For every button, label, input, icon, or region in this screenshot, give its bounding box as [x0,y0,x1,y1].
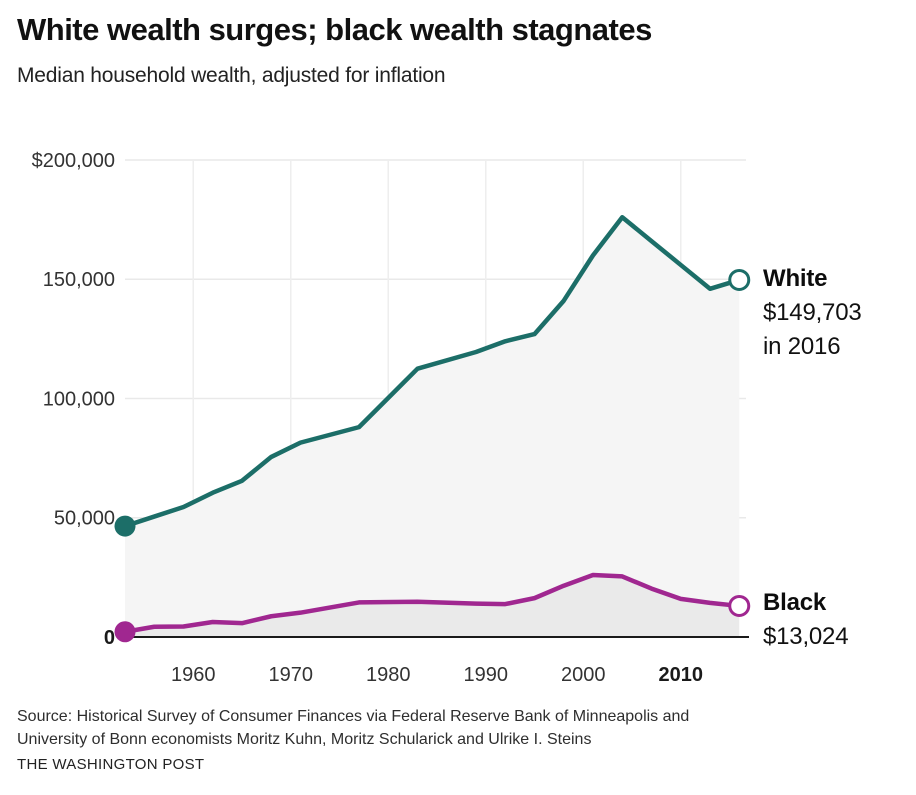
black-line [122,572,742,634]
black-series-annotation: Black $13,024 [763,586,849,654]
page-title: White wealth surges; black wealth stagna… [17,12,652,47]
y-tick-200000: $200,000 [32,150,115,172]
source-line-1: Source: Historical Survey of Consumer Fi… [17,708,690,725]
black-start-dot [114,621,136,643]
y-tick-150000: 150,000 [43,269,115,291]
white-series-value: $149,703 [763,299,862,326]
white-end-circle [728,268,751,291]
black-end-circle [728,594,751,617]
y-tick-100000: 100,000 [43,389,115,411]
y-tick-50000: 50,000 [54,508,115,530]
x-tick-2000: 2000 [561,664,606,686]
y-tick-0: 0 [104,627,115,649]
x-axis-labels: 1960 1970 1980 1990 2000 2010 [171,664,703,686]
black-series-label: Black [763,589,827,616]
y-axis-labels: $200,000 150,000 100,000 50,000 0 [32,150,115,649]
source-line-2: University of Bonn economists Moritz Kuh… [17,731,592,748]
x-tick-1970: 1970 [269,664,314,686]
white-start-dot [114,515,136,537]
black-area [125,574,740,637]
x-tick-1990: 1990 [464,664,509,686]
white-series-annotation: White $149,703 in 2016 [763,262,862,364]
white-line [122,214,742,529]
x-tick-1960: 1960 [171,664,216,686]
white-series-label: White [763,265,828,292]
white-area [125,217,740,638]
white-series-year: in 2016 [763,333,841,360]
page-subtitle: Median household wealth, adjusted for in… [17,64,446,87]
credit-text: THE WASHINGTON POST [17,756,205,773]
x-tick-2010: 2010 [659,664,704,686]
source-text: Source: Historical Survey of Consumer Fi… [17,705,897,751]
x-tick-1980: 1980 [366,664,411,686]
black-series-value: $13,024 [763,623,849,650]
